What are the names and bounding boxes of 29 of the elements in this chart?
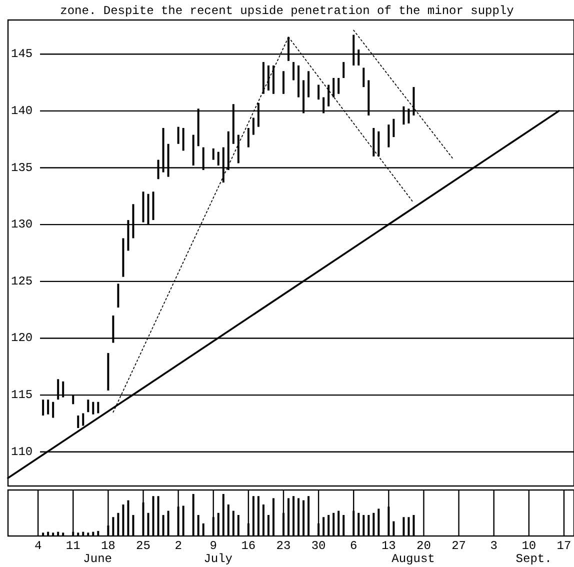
x-tick-label: 27	[452, 539, 466, 553]
x-tick-label: 20	[416, 539, 431, 553]
x-tick-label: 3	[490, 539, 498, 553]
x-tick-label: 6	[350, 539, 358, 553]
y-tick-label: 145	[11, 47, 33, 62]
x-tick-label: 16	[241, 539, 256, 553]
text: Sept.	[516, 552, 552, 566]
y-tick-label: 130	[11, 218, 33, 232]
x-tick-label: 10	[522, 539, 536, 553]
text: August	[392, 552, 435, 566]
x-tick-label: 11	[66, 539, 80, 553]
x-tick-label: 30	[311, 539, 326, 553]
text: zone. Despite the recent upside penetration of the minor supply	[60, 4, 514, 18]
x-tick-label: 4	[34, 539, 42, 553]
y-tick-label: 140	[11, 104, 33, 118]
y-tick-label: 135	[11, 160, 33, 175]
y-tick-label: 125	[11, 274, 33, 288]
y-tick-label: 110	[11, 444, 33, 459]
x-tick-label: 17	[556, 539, 572, 553]
x-tick-label: 2	[174, 539, 182, 553]
x-tick-label: 13	[381, 539, 396, 553]
x-tick-label: 23	[276, 539, 291, 553]
x-tick-label: 18	[100, 539, 116, 553]
y-tick-label: 120	[11, 331, 33, 346]
text: June	[83, 552, 112, 566]
text: July	[204, 552, 233, 566]
x-tick-label: 25	[136, 539, 150, 553]
y-tick-label: 115	[11, 388, 33, 402]
x-tick-label: 9	[210, 539, 217, 553]
